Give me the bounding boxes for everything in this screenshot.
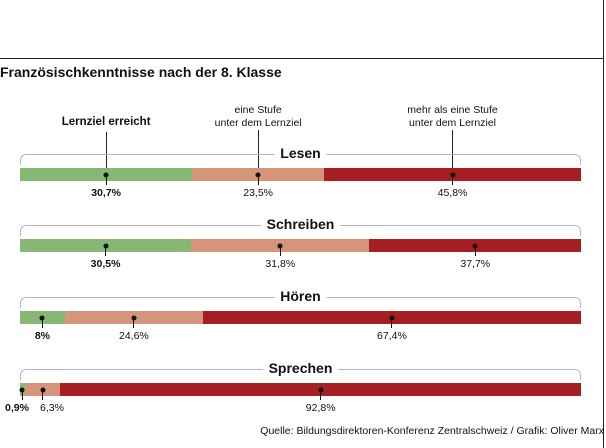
legend-item-text: eine Stufe — [234, 104, 282, 116]
data-label-leader — [257, 174, 259, 185]
data-label-leader — [21, 389, 23, 400]
data-label: 92,8% — [305, 402, 336, 414]
data-label: 30,7% — [91, 187, 121, 199]
category-label: Hören — [274, 288, 327, 304]
legend-leader-line — [452, 130, 454, 175]
data-label-leader — [279, 245, 281, 256]
data-label-leader — [42, 389, 44, 400]
data-label: 8% — [34, 330, 51, 342]
stacked-bar — [19, 383, 581, 396]
data-label: 0,9% — [5, 402, 29, 414]
category-label: Sprechen — [262, 360, 339, 376]
data-label-leader — [133, 317, 135, 328]
legend-item-text: Lernziel erreicht — [61, 116, 151, 128]
legend-item-text: mehr als eine Stufe — [407, 104, 498, 116]
data-label: 31,8% — [265, 258, 296, 270]
stacked-bar — [20, 168, 581, 181]
legend-item-2: eine Stufe unter dem Lernziel — [215, 104, 302, 130]
frame-right-rule — [603, 0, 604, 448]
data-label: 30,5% — [90, 258, 121, 270]
legend-leader-line — [257, 130, 259, 175]
chart-title: Französischkenntnisse nach der 8. Klasse — [0, 64, 282, 80]
data-label-leader — [41, 317, 43, 328]
legend-item-text: unter dem Lernziel — [409, 117, 496, 129]
data-label: 45,8% — [437, 187, 468, 199]
source-credit: Quelle: Bildungsdirektoren-Konferenz Zen… — [260, 425, 604, 437]
category-label: Lesen — [274, 145, 327, 161]
data-label: 23,5% — [243, 187, 274, 199]
frame-top-rule — [0, 58, 604, 59]
data-label: 37,7% — [460, 258, 491, 270]
stacked-bar — [20, 311, 581, 324]
legend-item-text: unter dem Lernziel — [214, 117, 302, 129]
data-label: 24,6% — [118, 330, 149, 342]
legend-leader-line — [105, 132, 107, 175]
data-label-leader — [452, 174, 454, 185]
legend-item-3: mehr als eine Stufe unter dem Lernziel — [407, 104, 497, 130]
data-label-leader — [320, 389, 322, 400]
data-label-leader — [391, 317, 393, 328]
data-label: 67,4% — [377, 330, 407, 342]
data-label-leader — [105, 245, 107, 256]
category-label: Schreiben — [260, 216, 341, 232]
legend-item-1: Lernziel erreicht — [62, 116, 151, 129]
data-label-leader — [105, 174, 107, 185]
data-label-leader — [474, 245, 476, 256]
data-label: 6,3% — [40, 402, 64, 414]
